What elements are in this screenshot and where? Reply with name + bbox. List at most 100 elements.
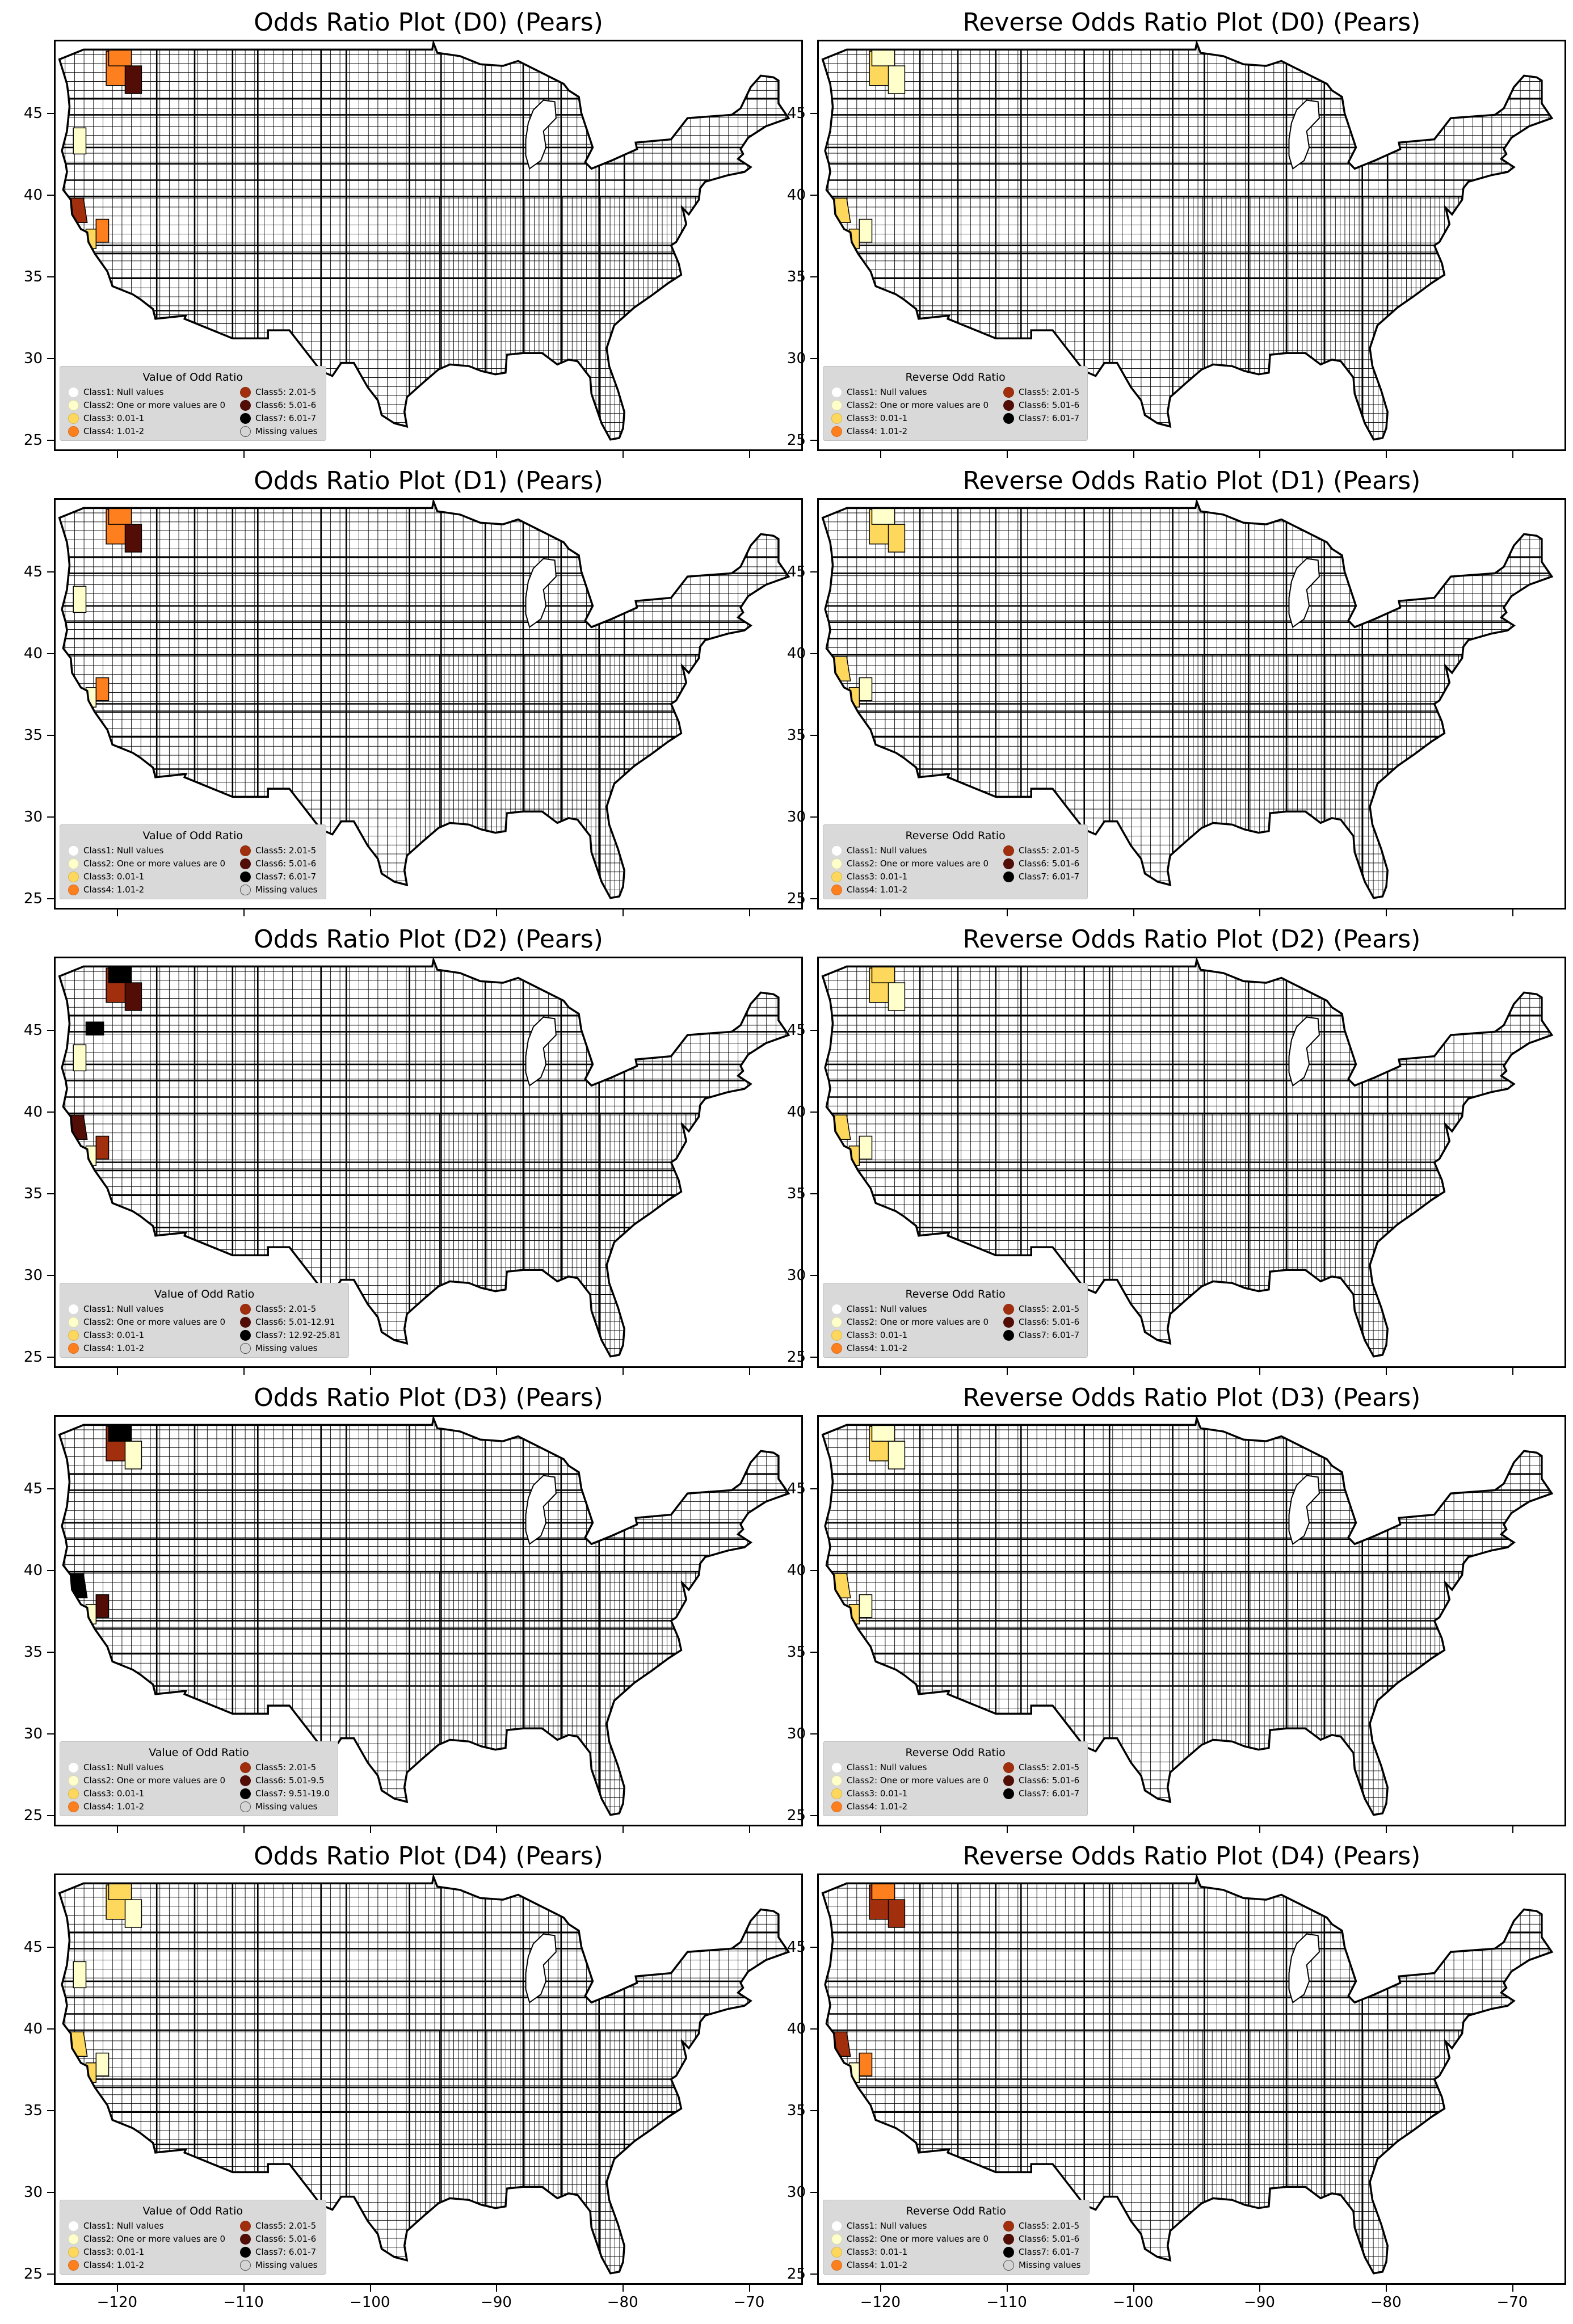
y-tick-mark (810, 1356, 817, 1358)
us-county-map (58, 1875, 790, 2275)
legend-label: Class5: 2.01-5 (1019, 1304, 1080, 1314)
legend-item: Class4: 1.01-2 (68, 885, 225, 895)
county-grid (59, 959, 789, 1357)
y-tick-mark (47, 898, 54, 899)
legend-swatch (68, 1304, 79, 1315)
legend-swatch (1003, 387, 1014, 398)
y-tick-mark (810, 2110, 817, 2112)
x-tick-label: −100 (350, 2294, 390, 2311)
highlighted-county-wa-north (108, 1883, 132, 1900)
lake-michigan (1288, 99, 1320, 170)
y-tick-label: 30 (23, 2183, 43, 2201)
legend-swatch (240, 845, 251, 856)
x-tick-label: −100 (1113, 2294, 1154, 2311)
map-legend: Reverse Odd Ratio Class1: Null values Clas… (823, 366, 1088, 441)
legend-item: Missing values (240, 426, 318, 437)
y-tick-label: 40 (23, 645, 43, 663)
legend-swatch (240, 1343, 251, 1354)
legend-swatch (68, 872, 79, 882)
highlighted-county-wa-east (888, 1899, 906, 1928)
lake-michigan (1288, 558, 1320, 628)
legend-item: Class2: One or more values are 0 (68, 1775, 225, 1786)
map-legend: Value of Odd Ratio Class1: Null values Cla… (60, 1741, 339, 1816)
legend-item: Class5: 2.01-5 (1003, 387, 1079, 398)
legend-item: Class5: 2.01-5 (240, 845, 318, 856)
legend-item: Class6: 5.01-6 (1003, 1775, 1079, 1786)
y-tick-mark (810, 113, 817, 115)
y-tick-label: 30 (786, 1266, 806, 1284)
legend-label: Class3: 0.01-1 (83, 1788, 145, 1799)
legend-label: Class4: 1.01-2 (847, 885, 908, 895)
highlighted-county-wa-north (108, 507, 132, 525)
y-tick-label: 40 (786, 1104, 806, 1121)
x-tick-label: −110 (986, 2294, 1027, 2311)
legend-swatch (68, 2234, 79, 2245)
legend-label: Class6: 5.01-6 (255, 2234, 317, 2244)
y-tick-label: 35 (23, 2102, 43, 2120)
lake-michigan (1288, 1475, 1320, 1545)
x-tick-mark (1007, 451, 1008, 458)
x-tick-mark (369, 2285, 371, 2292)
highlighted-county-wa-north (871, 507, 895, 525)
us-outline (58, 1417, 790, 1816)
legend-swatch (831, 885, 842, 895)
us-county-map (58, 41, 790, 441)
x-tick-mark (1133, 910, 1134, 916)
legend-swatch (831, 1317, 842, 1328)
legend-item: Class6: 5.01-6 (240, 858, 318, 869)
y-tick-label: 35 (786, 268, 806, 286)
legend-swatch (68, 2247, 79, 2258)
y-tick-mark (810, 439, 817, 441)
x-tick-mark (369, 910, 371, 916)
legend-item: Class5: 2.01-5 (1003, 2221, 1081, 2232)
y-tick-mark (47, 1488, 54, 1490)
x-tick-mark (496, 2285, 498, 2292)
legend-label: Class5: 2.01-5 (255, 1304, 317, 1314)
legend-label: Class5: 2.01-5 (255, 387, 317, 397)
legend-swatch (240, 1304, 251, 1315)
legend-item: Class3: 0.01-1 (68, 413, 225, 424)
x-tick-mark (1007, 1368, 1008, 1375)
legend-swatch (68, 1330, 79, 1341)
y-tick-mark (810, 2273, 817, 2275)
legend-label: Class3: 0.01-1 (83, 872, 145, 882)
highlighted-county-ca-central (859, 2052, 873, 2077)
legend-label: Class2: One or more values are 0 (847, 858, 989, 869)
us-county-map (58, 1417, 790, 1816)
legend-swatch (1003, 1304, 1014, 1315)
lake-michigan (525, 1475, 557, 1545)
x-tick-mark (1007, 1826, 1008, 1833)
legend-label: Class5: 2.01-5 (255, 1762, 317, 1773)
y-tick-label: 30 (23, 808, 43, 826)
legend-item: Class1: Null values (68, 387, 225, 398)
y-tick-mark (810, 276, 817, 278)
legend-label: Class1: Null values (83, 387, 164, 397)
legend-swatch (68, 1775, 79, 1786)
legend-label: Class2: One or more values are 0 (83, 1317, 225, 1327)
us-outline (58, 958, 790, 1358)
legend-item: Class1: Null values (68, 845, 225, 856)
legend-item: Class3: 0.01-1 (831, 872, 989, 882)
legend-swatch (1003, 1317, 1014, 1328)
x-tick-label: −90 (481, 2294, 512, 2311)
legend-label: Class7: 6.01-7 (255, 413, 317, 423)
y-tick-mark (810, 1193, 817, 1195)
legend-label: Class3: 0.01-1 (83, 1330, 145, 1340)
x-tick-mark (748, 451, 750, 458)
legend-swatch (240, 858, 251, 869)
us-county-map (58, 500, 790, 899)
legend-item: Class7: 6.01-7 (240, 413, 318, 424)
legend-swatch (240, 1762, 251, 1773)
legend-item: Class4: 1.01-2 (831, 1801, 989, 1812)
legend-swatch (831, 1801, 842, 1812)
legend-swatch (831, 1330, 842, 1341)
legend-title: Value of Odd Ratio (154, 1288, 255, 1300)
legend-item: Class5: 2.01-5 (1003, 1304, 1079, 1315)
legend-item: Missing values (240, 1343, 340, 1354)
y-tick-label: 45 (23, 1480, 43, 1498)
us-county-map (821, 41, 1554, 441)
y-tick-mark (810, 735, 817, 736)
y-tick-label: 35 (786, 1644, 806, 1661)
legend-item: Class2: One or more values are 0 (68, 858, 225, 869)
y-tick-mark (47, 1814, 54, 1816)
